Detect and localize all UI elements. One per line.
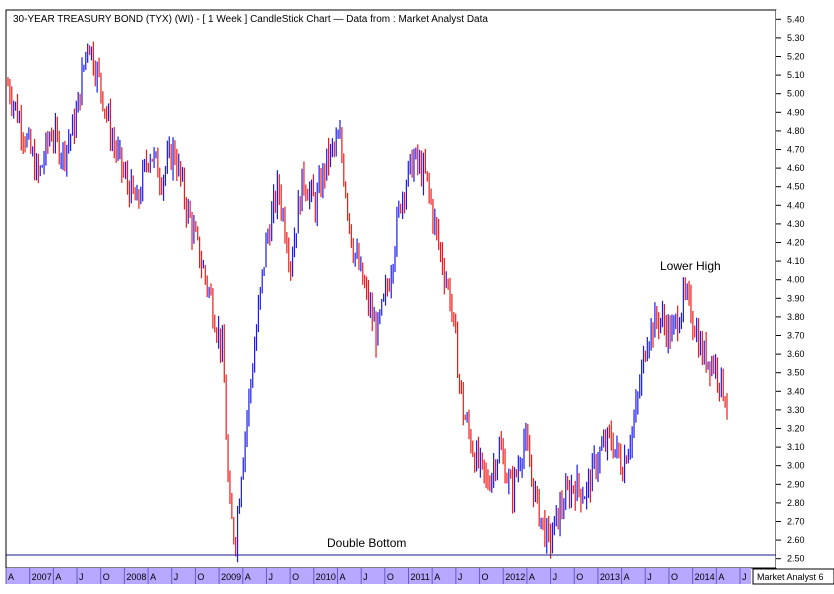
y-tick-label: 2.70 bbox=[787, 517, 805, 527]
y-tick-label: 4.80 bbox=[787, 126, 805, 136]
annotation-double-bottom: Double Bottom bbox=[327, 536, 406, 550]
footer-brand: Market Analyst 6 bbox=[757, 572, 824, 582]
x-tick-label: J bbox=[742, 572, 747, 582]
y-tick-label: 3.80 bbox=[787, 312, 805, 322]
x-tick-label: J bbox=[79, 572, 84, 582]
x-tick-label: J bbox=[268, 572, 273, 582]
y-tick-label: 5.40 bbox=[787, 14, 805, 24]
y-tick-label: 4.00 bbox=[787, 275, 805, 285]
y-axis: 5.40 5.30 5.20 5.10 5.00 4.90 4.80 4.70 4.60 4.50… bbox=[776, 14, 805, 564]
x-tick-label: A bbox=[55, 572, 61, 582]
x-tick-label: A bbox=[718, 572, 724, 582]
y-tick-label: 5.20 bbox=[787, 52, 805, 62]
y-tick-label: 3.40 bbox=[787, 386, 805, 396]
candles bbox=[7, 41, 728, 563]
y-tick-label: 4.90 bbox=[787, 107, 805, 117]
y-axis-panel bbox=[776, 10, 834, 568]
y-tick-label: 3.50 bbox=[787, 368, 805, 378]
y-tick-label: 5.00 bbox=[787, 89, 805, 99]
y-tick-label: 4.60 bbox=[787, 163, 805, 173]
y-tick-label: 4.50 bbox=[787, 182, 805, 192]
x-tick-label: J bbox=[363, 572, 368, 582]
x-tick-label: A bbox=[339, 572, 345, 582]
x-tick-label: O bbox=[103, 572, 110, 582]
x-tick-label: O bbox=[482, 572, 489, 582]
y-tick-label: 4.40 bbox=[787, 200, 805, 210]
y-tick-label: 4.10 bbox=[787, 256, 805, 266]
footer-brand-box bbox=[752, 568, 834, 585]
y-tick-label: 5.10 bbox=[787, 70, 805, 80]
y-tick-label: 5.30 bbox=[787, 33, 805, 43]
x-tick-label: O bbox=[576, 572, 583, 582]
x-tick-label: J bbox=[458, 572, 463, 582]
x-tick-label: A bbox=[8, 572, 14, 582]
x-tick-label: A bbox=[529, 572, 535, 582]
x-tick-label: A bbox=[150, 572, 156, 582]
annotation-lower-high: Lower High bbox=[660, 259, 721, 273]
y-tick-label: 4.70 bbox=[787, 145, 805, 155]
x-tick-label: J bbox=[647, 572, 652, 582]
x-tick-label: A bbox=[245, 572, 251, 582]
x-tick-label: 2008 bbox=[126, 572, 146, 582]
x-tick-label: A bbox=[434, 572, 440, 582]
x-tick-label: 2010 bbox=[316, 572, 336, 582]
x-axis-band bbox=[6, 568, 751, 584]
y-tick-label: 2.60 bbox=[787, 535, 805, 545]
x-tick-label: 2007 bbox=[32, 572, 52, 582]
x-tick-label: 2012 bbox=[505, 572, 525, 582]
y-tick-label: 3.30 bbox=[787, 405, 805, 415]
y-tick-label: 3.90 bbox=[787, 293, 805, 303]
y-tick-label: 3.20 bbox=[787, 424, 805, 434]
y-tick-label: 3.10 bbox=[787, 442, 805, 452]
x-tick-label: J bbox=[174, 572, 179, 582]
x-tick-label: 2014 bbox=[695, 572, 715, 582]
x-tick-label: 2013 bbox=[600, 572, 620, 582]
x-tick-label: A bbox=[624, 572, 630, 582]
chart-title: 30-YEAR TREASURY BOND (TYX) (WI) - [ 1 W… bbox=[13, 14, 488, 25]
x-tick-label: O bbox=[197, 572, 204, 582]
x-tick-label: 2011 bbox=[411, 572, 430, 582]
y-tick-label: 4.20 bbox=[787, 238, 805, 248]
y-tick-label: 3.70 bbox=[787, 331, 805, 341]
y-tick-label: 3.00 bbox=[787, 461, 805, 471]
y-tick-label: 3.60 bbox=[787, 349, 805, 359]
x-tick-label: O bbox=[671, 572, 678, 582]
y-tick-label: 4.30 bbox=[787, 219, 805, 229]
y-tick-label: 2.50 bbox=[787, 554, 805, 564]
y-tick-label: 2.80 bbox=[787, 498, 805, 508]
x-tick-label: J bbox=[553, 572, 558, 582]
x-tick-label: 2009 bbox=[221, 572, 241, 582]
x-tick-label: O bbox=[292, 572, 299, 582]
x-tick-label: O bbox=[387, 572, 394, 582]
y-tick-label: 2.90 bbox=[787, 479, 805, 489]
x-axis: A 2007 A J O 2008 A J O 2009 A J O 2010 A J O 2011 A J O 2012… bbox=[5, 568, 747, 584]
